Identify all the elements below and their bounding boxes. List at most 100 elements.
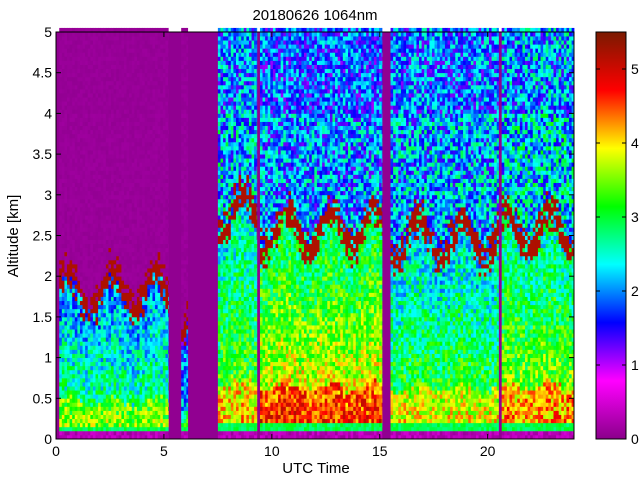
heatmap-cell [92,349,96,354]
heatmap-cell [90,150,94,155]
heatmap-cell [61,60,65,65]
heatmap-cell [116,60,120,65]
heatmap-cell [142,369,146,375]
heatmap-cell [131,145,135,151]
heatmap-cell [123,276,127,281]
heatmap-cell [72,56,76,61]
heatmap-cell [131,259,135,265]
heatmap-cell [183,320,187,326]
heatmap-cell [217,406,221,411]
heatmap-cell [87,150,91,155]
heatmap-cell [82,113,86,118]
heatmap-cell [183,325,187,330]
heatmap-cell [111,406,115,411]
heatmap-cell [129,158,133,163]
heatmap-cell [121,68,125,74]
heatmap-cell [87,312,91,318]
heatmap-cell [67,377,70,383]
heatmap-cell [162,72,166,78]
heatmap-cell [64,268,68,273]
heatmap-cell [181,84,185,90]
heatmap-cell [181,36,185,41]
heatmap-cell [103,154,107,159]
heatmap-cell [87,316,91,322]
heatmap-cell [64,211,68,216]
heatmap-cell [220,365,224,371]
heatmap-cell [118,80,122,86]
heatmap-cell [59,36,63,41]
heatmap-cell [121,194,125,200]
heatmap-cell [79,215,83,220]
heatmap-cell [64,32,68,37]
heatmap-cell [147,353,151,358]
heatmap-cell [103,353,107,358]
heatmap-cell [149,27,153,33]
heatmap-cell [111,80,115,86]
heatmap-cell [111,166,115,171]
heatmap-cell [142,251,146,257]
heatmap-cell [149,410,153,415]
heatmap-cell [126,349,130,354]
heatmap-cell [126,406,130,411]
heatmap-cell [223,329,227,334]
heatmap-cell [103,365,107,371]
heatmap-cell [113,357,117,363]
heatmap-cell [136,243,140,249]
heatmap-cell [181,386,185,391]
heatmap-cell [98,231,102,236]
heatmap-cell [121,211,125,216]
heatmap-cell [142,235,146,240]
heatmap-cell [77,263,81,269]
heatmap-cell [118,182,122,188]
heatmap-cell [223,308,227,314]
heatmap-cell [85,312,89,318]
heatmap-cell [126,353,130,358]
heatmap-cell [186,341,189,346]
heatmap-cell [149,365,153,371]
heatmap-cell [87,137,91,143]
heatmap-cell [85,259,89,265]
heatmap-cell [118,357,122,363]
heatmap-cell [92,60,96,65]
heatmap-cell [85,300,89,306]
heatmap-cell [98,284,102,289]
heatmap-cell [111,64,115,70]
heatmap-cell [105,182,109,188]
heatmap-cell [139,215,143,220]
heatmap-cell [220,56,224,61]
heatmap-cell [223,243,227,249]
heatmap-cell [217,296,221,302]
heatmap-cell [111,337,115,342]
heatmap-cell [118,361,122,367]
heatmap-cell [136,426,140,432]
heatmap-cell [144,162,148,167]
heatmap-cell [183,243,187,249]
heatmap-cell [67,329,70,334]
heatmap-cell [168,48,169,53]
heatmap-cell [131,284,135,289]
heatmap-cell [90,410,94,415]
heatmap-cell [181,268,185,273]
heatmap-cell [225,426,229,432]
heatmap-cell [147,345,151,350]
heatmap-cell [92,141,96,147]
heatmap-cell [129,394,133,399]
heatmap-cell [69,272,73,277]
heatmap-cell [118,178,122,183]
heatmap-cell [121,125,125,131]
heatmap-cell [223,215,227,220]
heatmap-cell [113,341,117,346]
heatmap-cell [223,312,227,318]
heatmap-cell [95,202,99,208]
heatmap-cell [126,121,130,127]
heatmap-cell [139,386,143,391]
heatmap-cell [59,198,63,204]
heatmap-cell [72,280,76,285]
heatmap-cell [129,97,133,102]
heatmap-cell [152,341,156,346]
heatmap-cell [79,174,83,179]
heatmap-cell [220,390,224,395]
heatmap-cell [220,178,224,183]
heatmap-cell [90,386,94,391]
heatmap-cell [105,97,109,102]
